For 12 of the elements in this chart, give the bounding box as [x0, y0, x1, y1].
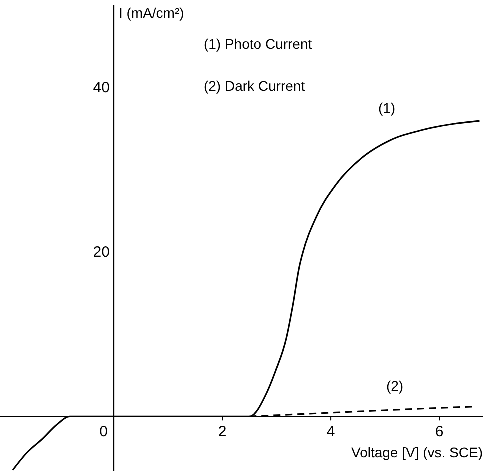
x-tick-label: 4	[326, 424, 336, 441]
x-tick-label: 2	[218, 424, 227, 441]
annotation: (2)	[386, 378, 404, 394]
x-tick-label: 0	[100, 424, 108, 441]
annotation: (1) Photo Current	[204, 36, 312, 52]
y-axis-title: I (mA/cm²)	[118, 5, 184, 21]
x-tick-label: 6	[435, 424, 444, 441]
y-tick-label: 40	[93, 79, 110, 96]
annotation: (1)	[378, 100, 396, 116]
x-axis-title: Voltage [V] (vs. SCE)	[352, 444, 483, 461]
y-tick-label: 20	[93, 244, 110, 261]
annotation: (2) Dark Current	[204, 78, 306, 94]
